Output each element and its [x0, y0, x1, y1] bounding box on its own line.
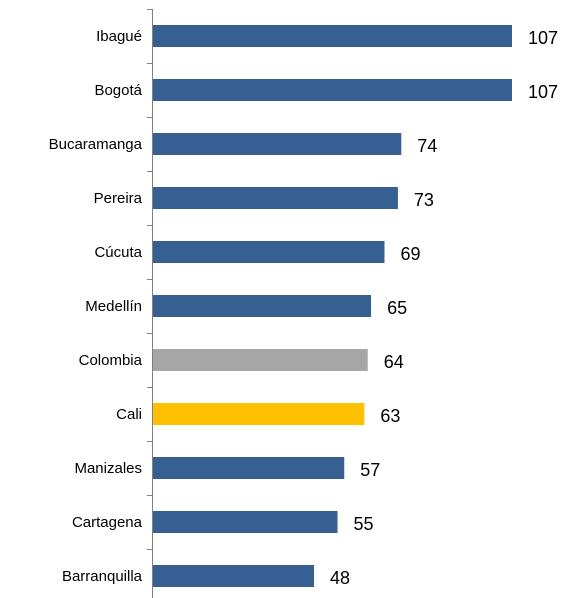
bar [153, 79, 512, 101]
value-label: 64 [384, 352, 404, 372]
category-labels-group: Ibagué Bogotá Bucaramanga Pereira Cúcuta Mede… [49, 28, 143, 585]
value-label: 74 [417, 136, 437, 156]
value-label: 107 [528, 82, 558, 102]
bar [153, 511, 338, 533]
bar [153, 403, 364, 425]
value-label: 63 [380, 406, 400, 426]
category-label: Bucaramanga [49, 136, 143, 153]
category-label: Cali [116, 406, 142, 423]
bar [153, 241, 385, 263]
bar [153, 187, 398, 209]
value-label: 48 [330, 568, 350, 588]
bar [153, 25, 512, 47]
bar [153, 349, 368, 371]
value-label: 65 [387, 298, 407, 318]
category-label: Medellín [85, 298, 142, 315]
category-label: Bogotá [94, 82, 142, 99]
bars-group [153, 25, 512, 587]
value-label: 69 [401, 244, 421, 264]
category-label: Cúcuta [94, 244, 142, 261]
bar [153, 133, 401, 155]
value-label: 73 [414, 190, 434, 210]
bar [153, 565, 314, 587]
bar [153, 295, 371, 317]
category-label: Cartagena [72, 514, 143, 531]
category-label: Pereira [94, 190, 143, 207]
category-label: Manizales [74, 460, 142, 477]
bar [153, 457, 344, 479]
category-label: Colombia [79, 352, 143, 369]
value-label: 55 [354, 514, 374, 534]
value-label: 107 [528, 28, 558, 48]
value-label: 57 [360, 460, 380, 480]
category-label: Barranquilla [62, 568, 143, 585]
category-axis-ticks [147, 10, 152, 598]
category-label: Ibagué [96, 28, 142, 45]
